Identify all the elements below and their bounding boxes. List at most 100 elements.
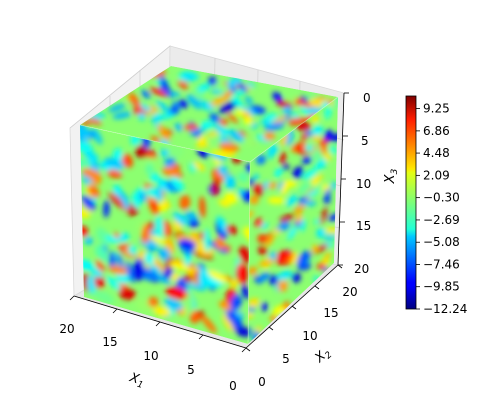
- field-blob: [235, 90, 245, 96]
- x3-tick-0: 0: [363, 91, 371, 105]
- field-blob: [311, 115, 320, 123]
- axis-lines: [69, 92, 349, 353]
- field-blob: [216, 216, 230, 234]
- x1-tick-10: 10: [143, 349, 158, 363]
- cube-edges: [79, 96, 339, 345]
- field-blob: [227, 112, 239, 124]
- field-blob: [297, 250, 311, 266]
- x2-tick-15: 15: [323, 306, 338, 320]
- field-blob: [112, 148, 123, 162]
- field-blob: [150, 172, 160, 183]
- field-blob: [148, 221, 156, 230]
- field-blob: [305, 130, 313, 137]
- field-blob: [150, 136, 161, 143]
- colorbar-tick-label: −12.24: [423, 302, 467, 316]
- field-blob: [159, 75, 169, 90]
- field-blob: [257, 246, 268, 256]
- field-blob: [186, 94, 202, 110]
- field-blob: [245, 163, 250, 173]
- x3-tick-20: 20: [354, 262, 369, 276]
- field-blob: [158, 247, 171, 260]
- field-blob: [241, 284, 250, 300]
- field-blob: [318, 158, 327, 169]
- field-blob: [174, 123, 183, 132]
- field-blob: [248, 326, 252, 338]
- colorbar-tick-label: −0.30: [423, 191, 460, 205]
- field-blob: [199, 98, 210, 110]
- field-blob: [194, 89, 204, 99]
- field-blob: [229, 84, 237, 93]
- field-blob: [279, 214, 295, 222]
- field-blob: [218, 199, 230, 208]
- field-blob: [287, 226, 297, 241]
- colorbar-tick-label: 2.09: [423, 168, 450, 182]
- field-blob: [169, 106, 180, 115]
- field-blob: [150, 202, 160, 212]
- field-blob: [218, 142, 240, 152]
- field-blob: [96, 227, 110, 246]
- colorbar-tick-label: −5.08: [423, 235, 460, 249]
- x2-tick-20: 20: [342, 285, 357, 299]
- colorbar-ticks: 9.25 6.86 4.48 2.09 −0.30 −2.69 −5.08 −7.46 −9.8…: [416, 102, 467, 316]
- field-blob: [211, 179, 220, 197]
- field-blob: [248, 312, 254, 319]
- field-blob: [118, 288, 136, 300]
- field-blob: [147, 296, 159, 308]
- field-blob: [177, 79, 188, 90]
- field-blob: [196, 135, 208, 144]
- field-blob: [145, 163, 153, 175]
- field-blob: [91, 268, 103, 278]
- field-blob: [179, 195, 191, 210]
- field-blob: [305, 190, 319, 198]
- field-blob: [219, 118, 228, 126]
- field-blob: [295, 212, 303, 224]
- field-blob: [108, 265, 128, 275]
- field-blob: [230, 294, 242, 312]
- field-blob: [128, 92, 141, 110]
- field-blob: [311, 244, 319, 253]
- field-blob: [263, 132, 276, 141]
- field-blob: [314, 162, 320, 173]
- field-blob: [220, 127, 230, 136]
- field-blob: [226, 77, 242, 87]
- field-blob: [154, 215, 164, 239]
- field-blob: [160, 148, 169, 158]
- field-blob: [269, 274, 279, 286]
- field-blob: [264, 113, 278, 121]
- field-blob: [323, 194, 331, 205]
- field-blob: [162, 166, 180, 177]
- field-blob: [181, 71, 200, 81]
- x2-axis-label-sub: 2: [324, 350, 335, 361]
- field-blob: [131, 191, 141, 209]
- field-blob: [133, 258, 145, 282]
- field-blob: [95, 244, 108, 263]
- field-blob: [155, 100, 171, 114]
- field-blob: [170, 91, 181, 97]
- field-blob: [301, 95, 309, 103]
- x3-tick-5: 5: [361, 134, 369, 148]
- cube-top-face: [80, 66, 338, 162]
- x2-tick-0: 0: [258, 375, 266, 389]
- field-blob: [293, 204, 306, 213]
- field-blob: [121, 153, 134, 168]
- field-blob: [230, 279, 239, 288]
- field-blob: [108, 103, 126, 113]
- field-blob: [248, 266, 258, 276]
- field-blob: [92, 289, 115, 304]
- field-blob: [141, 89, 151, 99]
- field-blob: [198, 268, 209, 289]
- field-blob: [160, 220, 173, 237]
- x1-axis-label-sub: 1: [136, 380, 144, 391]
- field-blob: [143, 157, 159, 164]
- field-blob: [127, 245, 137, 255]
- field-blob: [224, 173, 236, 190]
- field-blob: [291, 272, 301, 283]
- field-blob: [188, 218, 199, 228]
- field-blob: [324, 105, 332, 120]
- field-blob: [119, 243, 130, 250]
- field-blob: [126, 260, 135, 284]
- field-blob: [292, 142, 302, 153]
- field-blob: [311, 178, 319, 186]
- field-blob: [207, 76, 218, 86]
- field-blob: [153, 306, 171, 317]
